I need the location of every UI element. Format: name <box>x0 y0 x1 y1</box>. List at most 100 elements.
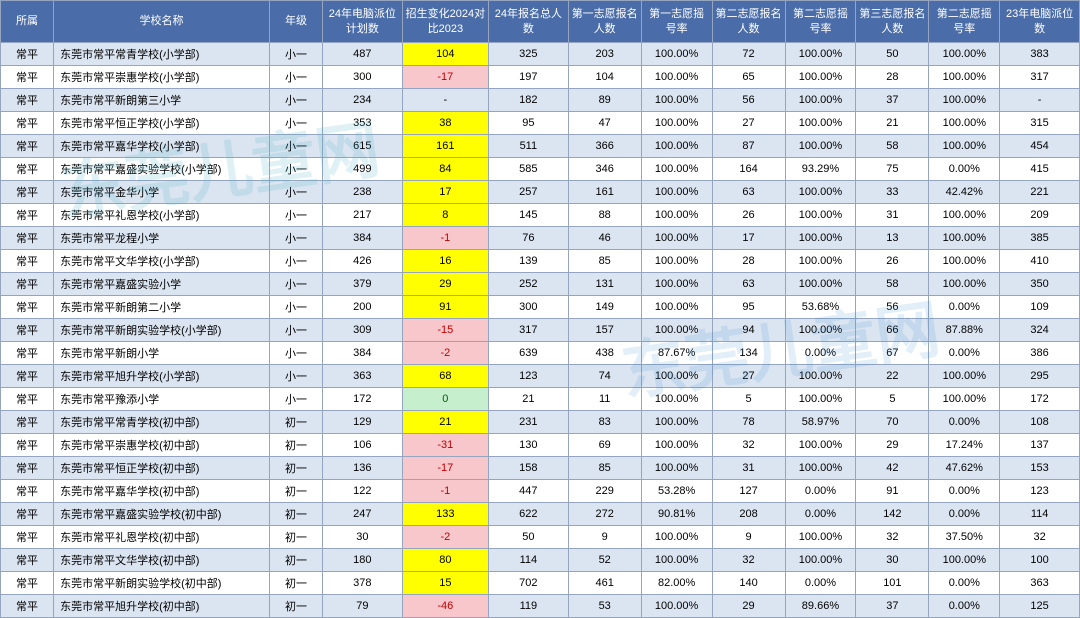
table-cell: 小一 <box>269 181 322 204</box>
table-cell: 499 <box>323 158 403 181</box>
table-cell: 东莞市常平新朗实验学校(小学部) <box>54 319 270 342</box>
table-cell: 常平 <box>1 112 54 135</box>
table-cell: 487 <box>323 43 403 66</box>
col-grade: 年级 <box>269 1 322 43</box>
table-cell: 252 <box>489 273 569 296</box>
col-choice1-n: 第一志愿报名人数 <box>568 1 641 43</box>
table-cell: 100.00% <box>929 43 1000 66</box>
table-cell: 100.00% <box>785 227 856 250</box>
table-cell: 133 <box>402 503 488 526</box>
table-cell: 100.00% <box>785 365 856 388</box>
table-cell: 69 <box>568 434 641 457</box>
table-cell: 5 <box>856 388 929 411</box>
table-cell: 100.00% <box>785 526 856 549</box>
table-cell: 272 <box>568 503 641 526</box>
table-cell: 初一 <box>269 411 322 434</box>
table-cell: 100.00% <box>641 89 712 112</box>
table-cell: 东莞市常平旭升学校(小学部) <box>54 365 270 388</box>
table-cell: 22 <box>856 365 929 388</box>
table-cell: 初一 <box>269 480 322 503</box>
table-cell: 初一 <box>269 572 322 595</box>
table-cell: 100.00% <box>785 319 856 342</box>
table-cell: 56 <box>712 89 785 112</box>
table-cell: 常平 <box>1 480 54 503</box>
table-cell: 东莞市常平嘉盛实验学校(小学部) <box>54 158 270 181</box>
table-cell: 100 <box>1000 549 1080 572</box>
table-cell: 93.29% <box>785 158 856 181</box>
table-cell: 109 <box>1000 296 1080 319</box>
table-cell: 415 <box>1000 158 1080 181</box>
table-cell: 100.00% <box>929 250 1000 273</box>
table-cell: 小一 <box>269 43 322 66</box>
table-cell: 21 <box>856 112 929 135</box>
table-cell: 106 <box>323 434 403 457</box>
table-cell: 91 <box>402 296 488 319</box>
table-cell: 常平 <box>1 43 54 66</box>
table-cell: 100.00% <box>641 319 712 342</box>
table-cell: 常平 <box>1 89 54 112</box>
col-plan-2024: 24年电脑派位计划数 <box>323 1 403 43</box>
table-cell: 197 <box>489 66 569 89</box>
table-cell: 363 <box>1000 572 1080 595</box>
table-cell: 100.00% <box>641 43 712 66</box>
table-cell: 0.00% <box>929 158 1000 181</box>
table-cell: 72 <box>712 43 785 66</box>
table-cell: 0.00% <box>785 480 856 503</box>
table-cell: 东莞市常平崇惠学校(小学部) <box>54 66 270 89</box>
table-cell: 东莞市常平文华学校(初中部) <box>54 549 270 572</box>
table-cell: 295 <box>1000 365 1080 388</box>
table-cell: 100.00% <box>785 43 856 66</box>
table-cell: 158 <box>489 457 569 480</box>
table-cell: 53.68% <box>785 296 856 319</box>
table-cell: 42.42% <box>929 181 1000 204</box>
table-cell: 100.00% <box>785 204 856 227</box>
table-cell: 26 <box>712 204 785 227</box>
table-cell: 常平 <box>1 388 54 411</box>
table-cell: 32 <box>1000 526 1080 549</box>
table-cell: 东莞市常平新朗第二小学 <box>54 296 270 319</box>
table-cell: 410 <box>1000 250 1080 273</box>
table-row: 常平东莞市常平礼恩学校(初中部)初一30-2509100.00%9100.00%… <box>1 526 1080 549</box>
table-cell: 常平 <box>1 296 54 319</box>
table-cell: 东莞市常平嘉盛实验小学 <box>54 273 270 296</box>
table-cell: -46 <box>402 595 488 618</box>
table-row: 常平东莞市常平旭升学校(初中部)初一79-4611953100.00%2989.… <box>1 595 1080 618</box>
table-cell: 小一 <box>269 135 322 158</box>
table-cell: 东莞市常平新朗小学 <box>54 342 270 365</box>
table-cell: 东莞市常平嘉盛实验学校(初中部) <box>54 503 270 526</box>
col-district: 所属 <box>1 1 54 43</box>
table-cell: 100.00% <box>785 434 856 457</box>
table-cell: 常平 <box>1 250 54 273</box>
table-cell: 88 <box>568 204 641 227</box>
table-cell: 100.00% <box>929 112 1000 135</box>
table-cell: 94 <box>712 319 785 342</box>
table-cell: 21 <box>402 411 488 434</box>
table-cell: 161 <box>568 181 641 204</box>
table-cell: 100.00% <box>929 549 1000 572</box>
col-change: 招生变化2024对比2023 <box>402 1 488 43</box>
table-cell: 622 <box>489 503 569 526</box>
table-cell: 21 <box>489 388 569 411</box>
col-school: 学校名称 <box>54 1 270 43</box>
table-cell: 9 <box>568 526 641 549</box>
table-cell: 0.00% <box>929 503 1000 526</box>
col-choice1-r: 第一志愿摇号率 <box>641 1 712 43</box>
table-cell: 0.00% <box>929 595 1000 618</box>
table-cell: 100.00% <box>785 181 856 204</box>
table-cell: 95 <box>712 296 785 319</box>
table-cell: 常平 <box>1 273 54 296</box>
table-cell: 100.00% <box>785 89 856 112</box>
table-cell: 100.00% <box>641 388 712 411</box>
table-cell: 初一 <box>269 503 322 526</box>
table-cell: 小一 <box>269 204 322 227</box>
table-cell: 122 <box>323 480 403 503</box>
table-row: 常平东莞市常平新朗小学小一384-263943887.67%1340.00%67… <box>1 342 1080 365</box>
table-cell: 东莞市常平新朗第三小学 <box>54 89 270 112</box>
table-cell: 56 <box>856 296 929 319</box>
table-cell: 182 <box>489 89 569 112</box>
enrollment-table: 所属 学校名称 年级 24年电脑派位计划数 招生变化2024对比2023 24年… <box>0 0 1080 618</box>
table-cell: 常平 <box>1 158 54 181</box>
table-cell: 东莞市常平新朗实验学校(初中部) <box>54 572 270 595</box>
table-cell: 129 <box>323 411 403 434</box>
table-cell: 常平 <box>1 572 54 595</box>
